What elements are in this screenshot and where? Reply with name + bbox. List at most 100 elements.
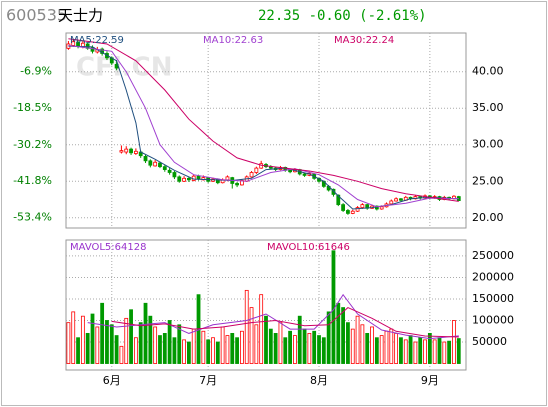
volume-bar [456,338,461,364]
volume-bar [346,322,350,364]
volume-bar [379,335,384,364]
legend-entry: MA5:22.59 [70,35,124,46]
volume-bar [244,289,249,364]
candle-body [259,163,264,169]
candle-body [119,150,124,153]
candle-body [225,176,230,181]
volume-bar [90,313,95,364]
volume-bar [129,309,133,364]
volume-bar [66,322,71,364]
volume-bar [105,320,109,364]
volume-bar [418,337,423,364]
candle-body [235,183,239,186]
volume-bar [399,337,403,364]
volume-bar [114,335,119,364]
volume-bar [283,337,288,364]
legend-entry: MA30:22.24 [334,35,394,46]
volume-bar [427,333,432,364]
volume-bar [336,302,341,364]
candle-body [143,156,148,162]
volume-bar [158,335,162,364]
volume-bar [442,341,447,364]
volume-bar [293,335,297,364]
candle-body [336,194,341,206]
volume-bar [249,307,254,364]
plot-area [66,240,466,370]
volume-bar [288,330,292,364]
volume-bar [254,324,259,364]
y-tick-label: 35.00 [472,101,504,114]
candle-body [355,207,360,212]
y-tick-label: 30.00 [472,138,504,151]
volume-bar [133,337,138,364]
volume-bar [211,337,215,364]
volume-bar [143,302,148,364]
candle-body [249,172,254,178]
volume-bar [317,335,321,364]
volume-bar [273,333,278,364]
candle-body [346,210,350,214]
candle-body [379,206,384,210]
candle-body [394,198,399,202]
candle-body [399,198,403,201]
volume-bar [268,328,273,364]
volume-bar [162,333,167,364]
y-tick-label: 40.00 [472,65,504,78]
y-tick-label: 150000 [472,292,514,305]
volume-bar [264,315,268,364]
ma-line [111,307,459,338]
candle-body [254,167,259,173]
volume-bar [447,340,452,364]
candle-body [196,175,201,180]
volume-bar [177,324,182,364]
candle-body [302,173,307,176]
volume-bar [172,337,177,364]
volume-bar [206,339,211,364]
volume-bar [76,337,80,364]
y-tick-label: 100000 [472,313,514,326]
candle-body [389,200,394,205]
volume-bar [360,324,365,364]
volume-bar [153,326,158,364]
legend-entry: MA10:22.63 [203,35,263,46]
volume-bar [297,315,302,364]
volume-bar [186,341,191,364]
volume-bar [240,330,244,364]
volume-bar [413,341,418,364]
candle-body [360,204,365,208]
candle-body [71,41,76,46]
volume-bar [374,337,379,364]
x-tick-label: 7月 [199,374,217,387]
candle-body [350,210,355,214]
volume-bar [331,250,336,364]
y-tick-label: 25.00 [472,174,504,187]
volume-bar [321,337,326,364]
volume-bar [109,324,114,364]
candle-body [153,161,158,167]
candle-body [172,172,177,178]
quote: 22.35 -0.60 (-2.61%) [258,8,427,24]
volume-bar [370,326,374,364]
y-tick-label: 20.00 [472,211,504,224]
volume-bar [302,328,307,364]
candle-body [177,176,182,182]
candle-body [158,162,162,168]
volume-panel [65,239,467,371]
candle-body [341,204,346,211]
y-tick-label: 50000 [472,335,507,348]
volume-bar [408,335,413,364]
pct-tick-label: -6.9% [20,65,52,78]
volume-bar [355,315,360,364]
pct-tick-label: -30.2% [13,138,52,151]
volume-bar [394,333,399,364]
ma-line [87,293,459,340]
legend-entry: MAVOL10:61646 [267,242,350,253]
volume-bar [403,339,408,364]
volume-bar [278,322,283,364]
volume-bar [259,294,264,364]
volume-bar [215,341,220,364]
volume-bar [389,328,394,364]
plot-area [66,33,466,228]
stock-name: 天士力 [58,7,103,25]
